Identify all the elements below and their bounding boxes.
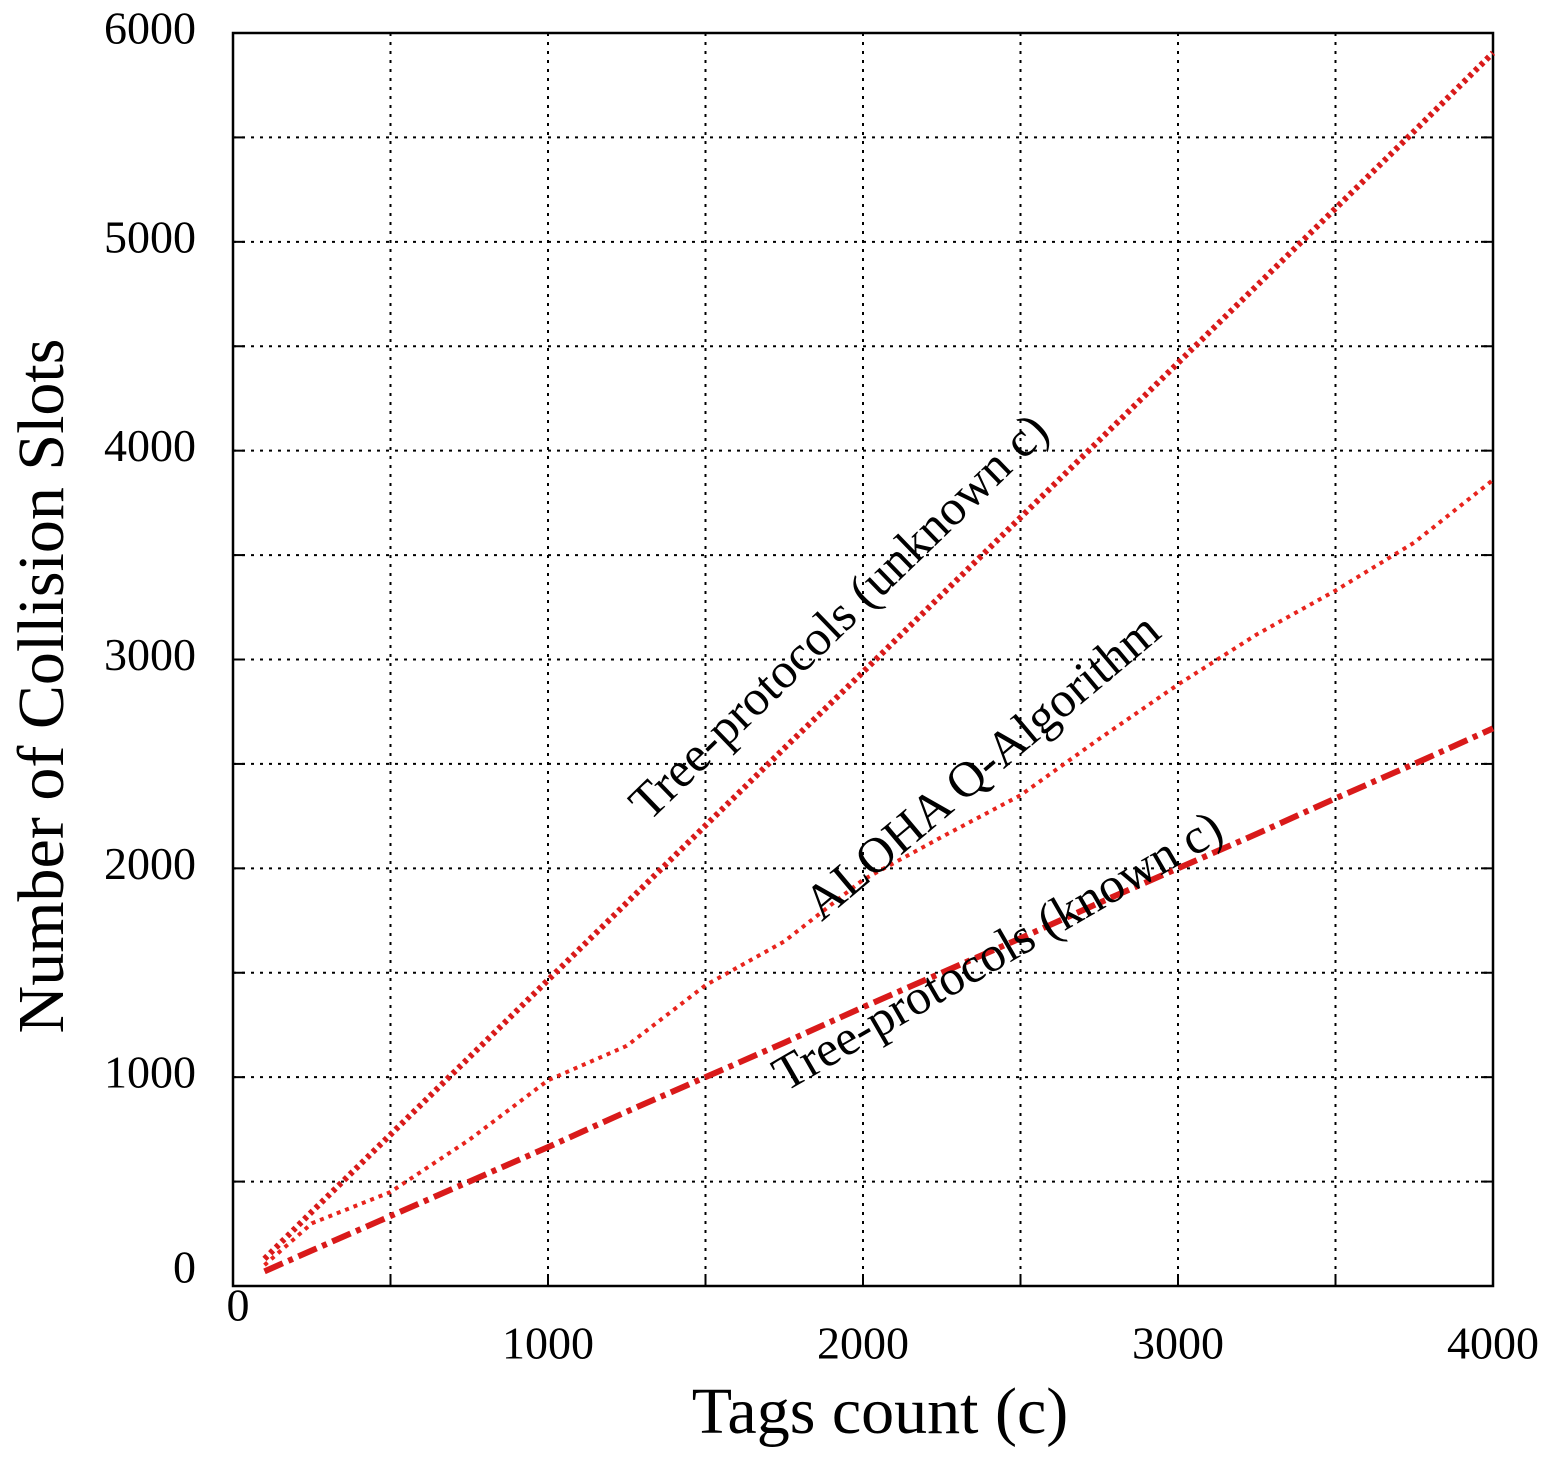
y-tick-label: 2000 xyxy=(104,838,196,889)
series-line xyxy=(263,478,1495,1267)
y-tick-label: 5000 xyxy=(104,211,196,262)
y-tick-label: 6000 xyxy=(104,3,196,54)
x-tick-label: 3000 xyxy=(1132,1318,1224,1369)
x-tick-label: 4000 xyxy=(1447,1318,1539,1369)
y-tick-label: 3000 xyxy=(104,629,196,680)
series-label: Tree-protocols (known c) xyxy=(763,799,1232,1102)
series-line xyxy=(262,50,1496,1261)
x-tick-label: 1000 xyxy=(502,1318,594,1369)
y-tick-label: 1000 xyxy=(104,1047,196,1098)
y-tick-label: 0 xyxy=(173,1242,196,1293)
x-tick-label: 0 xyxy=(227,1280,250,1331)
series-line xyxy=(263,725,1495,1275)
x-tick-label: 2000 xyxy=(817,1318,909,1369)
y-axis-label: Number of Collision Slots xyxy=(5,339,78,1034)
y-tick-label: 4000 xyxy=(104,420,196,471)
x-axis-label: Tags count (c) xyxy=(692,1375,1069,1448)
plot-frame xyxy=(231,31,1495,1288)
